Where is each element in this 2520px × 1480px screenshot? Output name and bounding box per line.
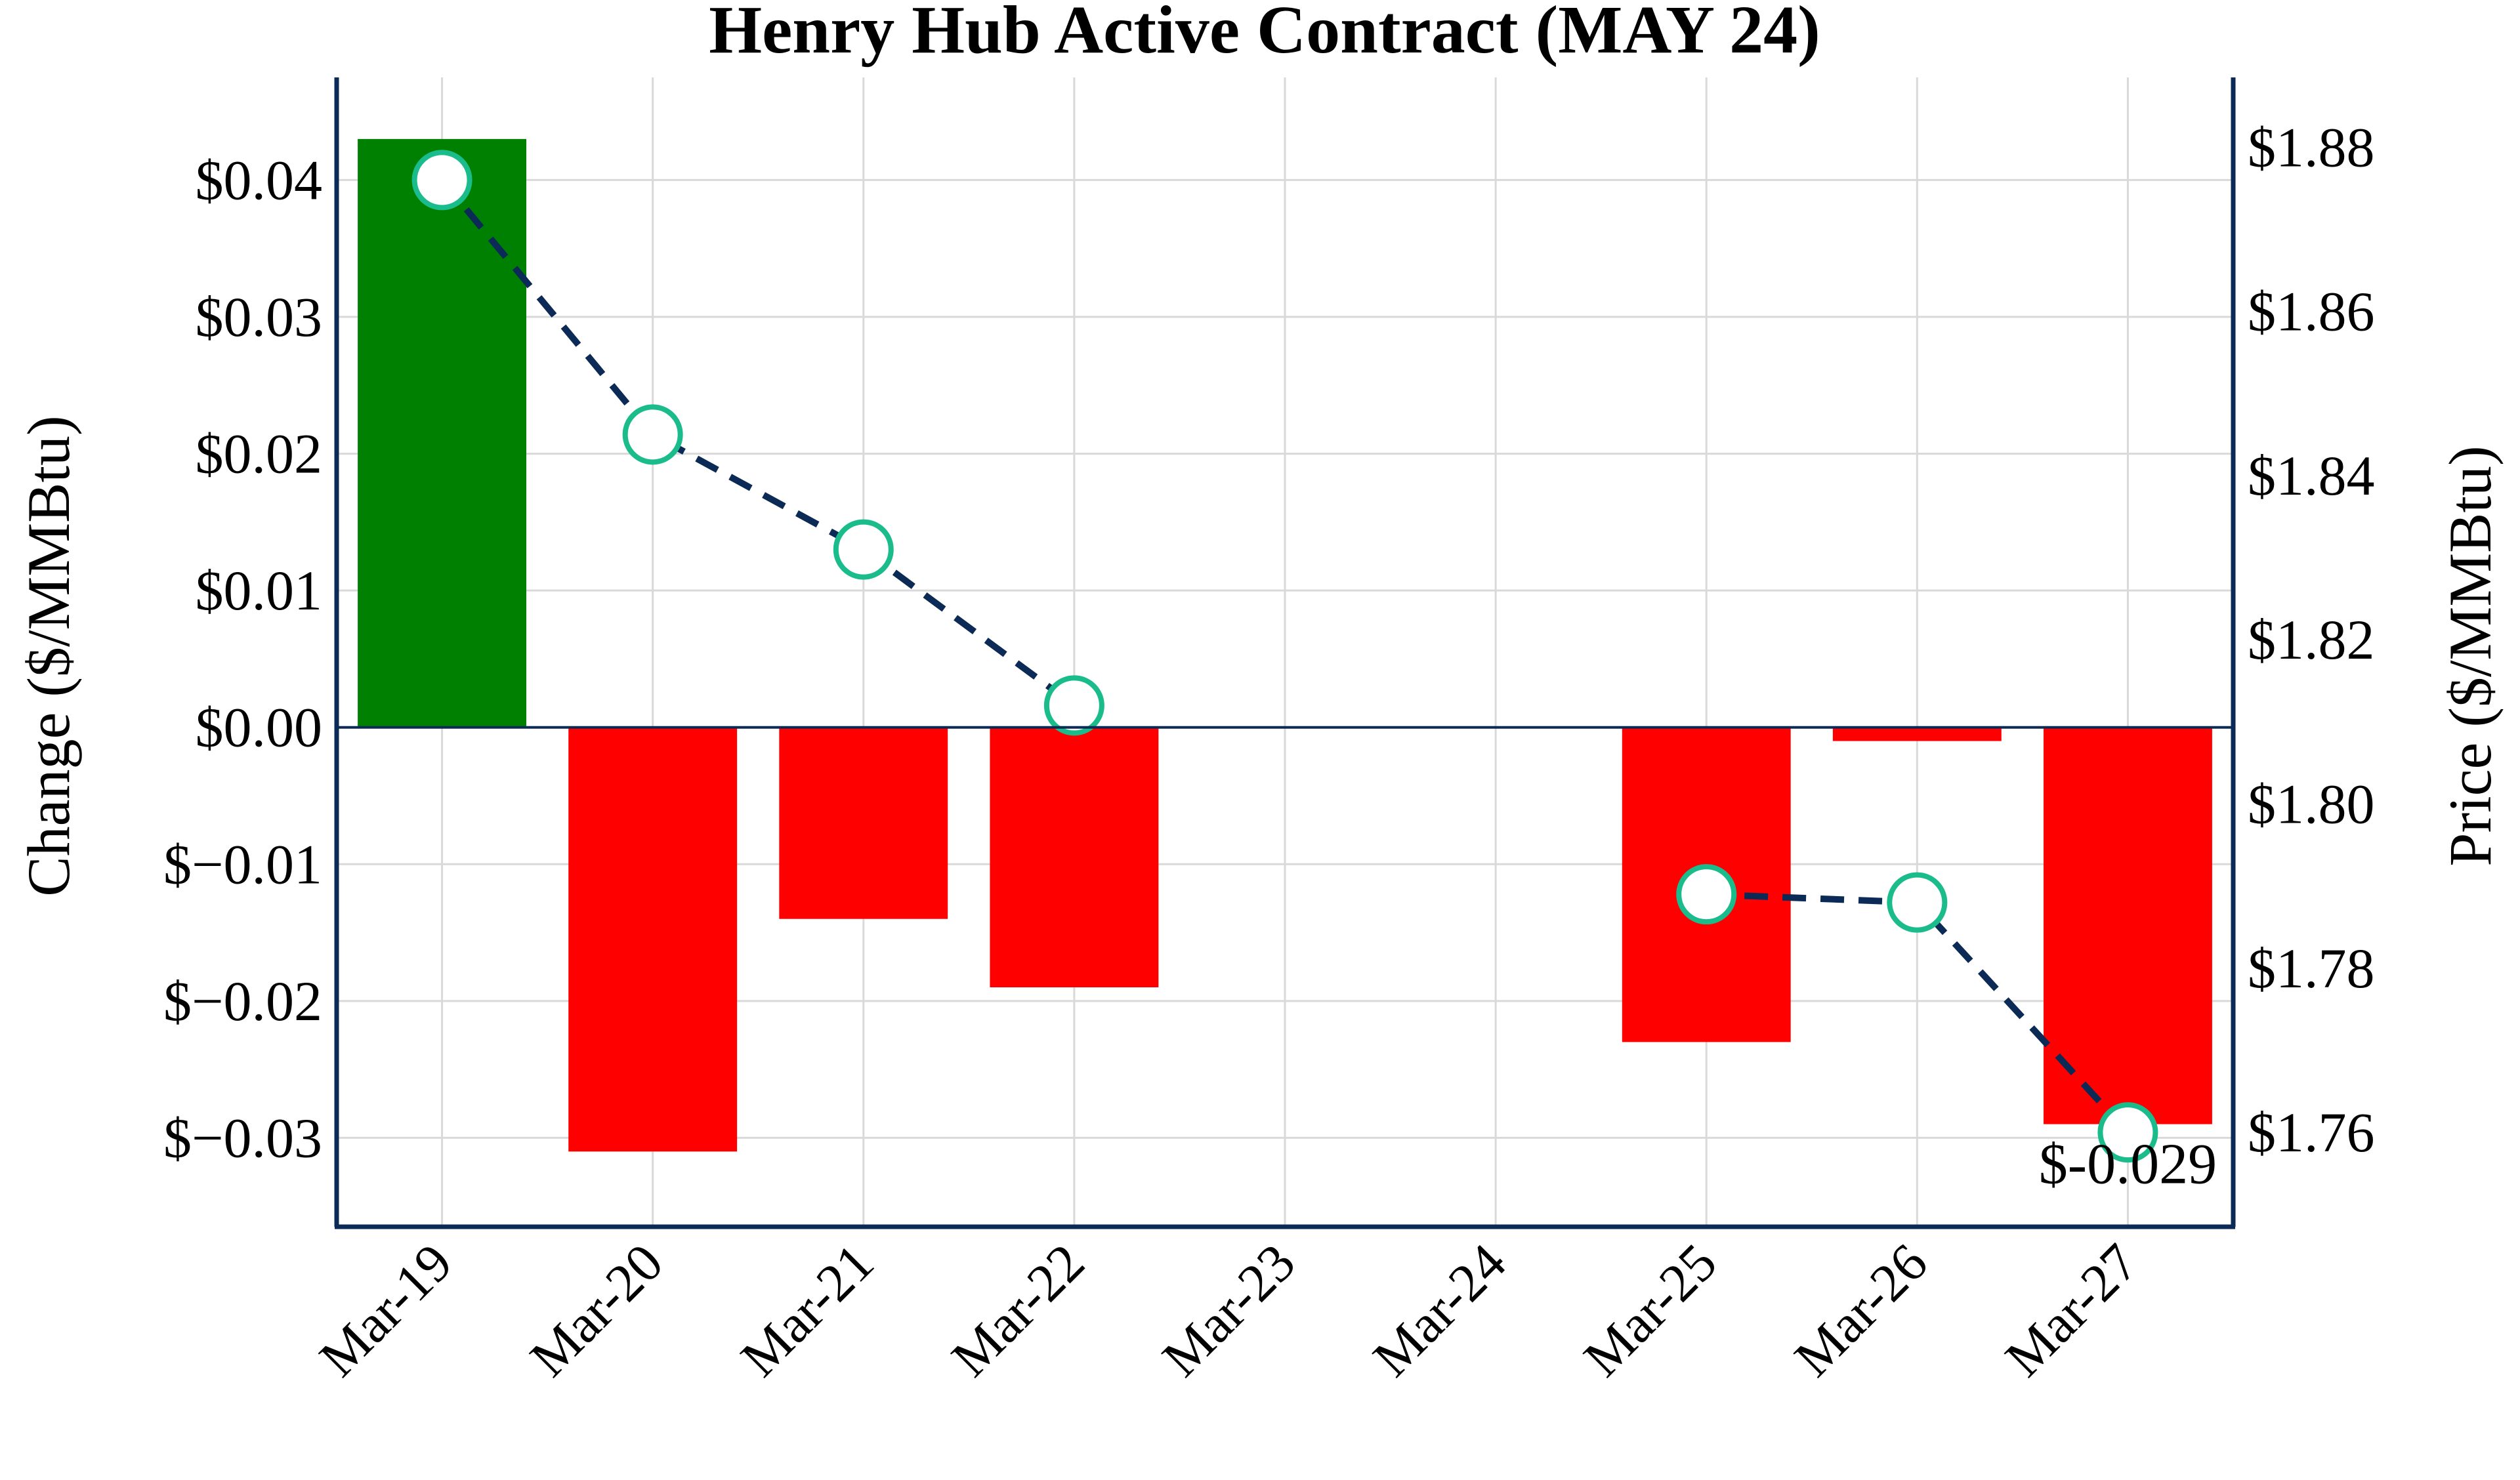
price-marker-mar-20 bbox=[622, 404, 683, 465]
y-right-tick-label: $1.76 bbox=[2248, 1101, 2375, 1164]
y-right-tick-label: $1.88 bbox=[2248, 115, 2375, 178]
y-tick-label: $0.01 bbox=[196, 559, 323, 622]
bar-mar-19 bbox=[358, 138, 526, 728]
price-marker-mar-27 bbox=[2097, 1102, 2158, 1163]
x-tick-label: Mar-21 bbox=[729, 1232, 885, 1388]
y-tick-label: $0.00 bbox=[196, 696, 323, 759]
line-layer bbox=[411, 150, 2158, 1163]
price-marker-mar-19 bbox=[411, 150, 472, 211]
x-tick-label: Mar-23 bbox=[1151, 1232, 1307, 1388]
y-tick-label: $0.02 bbox=[196, 422, 323, 485]
y-axis-right-label: Price ($/MMBtu) bbox=[2437, 445, 2504, 866]
price-line bbox=[439, 178, 1076, 709]
y-tick-label: $0.03 bbox=[196, 285, 323, 348]
chart-title: Henry Hub Active Contract (MAY 24) bbox=[709, 0, 1820, 68]
price-marker-mar-21 bbox=[833, 519, 894, 580]
bar-mar-20 bbox=[568, 727, 738, 1152]
bar-mar-21 bbox=[779, 727, 948, 919]
bar-mar-27 bbox=[2044, 727, 2212, 1124]
bar-mar-22 bbox=[990, 727, 1159, 987]
x-tick-label: Mar-27 bbox=[1994, 1232, 2149, 1388]
annotation-layer: $-0.029 bbox=[2039, 1133, 2217, 1197]
y-axis-label: Change ($/MMBtu) bbox=[15, 415, 82, 896]
x-tick-label: Mar-19 bbox=[308, 1232, 463, 1388]
x-tick-label: Mar-25 bbox=[1572, 1232, 1728, 1388]
y-right-tick-label: $1.86 bbox=[2248, 280, 2375, 343]
y-tick-label: $−0.03 bbox=[163, 1106, 322, 1169]
y-tick-label: $−0.02 bbox=[163, 970, 322, 1033]
price-marker-mar-26 bbox=[1887, 872, 1948, 933]
data-label: $-0.029 bbox=[2039, 1133, 2217, 1197]
y-right-tick-label: $1.80 bbox=[2248, 773, 2375, 836]
y-tick-label: $0.04 bbox=[196, 148, 323, 211]
x-tick-label: Mar-26 bbox=[1783, 1232, 1939, 1388]
y-right-tick-label: $1.78 bbox=[2248, 937, 2375, 1000]
price-marker-mar-22 bbox=[1043, 675, 1104, 736]
bar-mar-26 bbox=[1832, 727, 2002, 741]
x-tick-label: Mar-24 bbox=[1362, 1232, 1517, 1388]
price-marker-mar-25 bbox=[1676, 864, 1737, 925]
y-right-tick-label: $1.82 bbox=[2248, 608, 2375, 671]
y-tick-label: $−0.01 bbox=[163, 832, 322, 895]
y-right-tick-label: $1.84 bbox=[2248, 444, 2375, 507]
x-tick-label: Mar-20 bbox=[518, 1232, 674, 1388]
x-tick-label: Mar-22 bbox=[940, 1232, 1096, 1388]
axes-layer bbox=[334, 77, 2236, 1229]
